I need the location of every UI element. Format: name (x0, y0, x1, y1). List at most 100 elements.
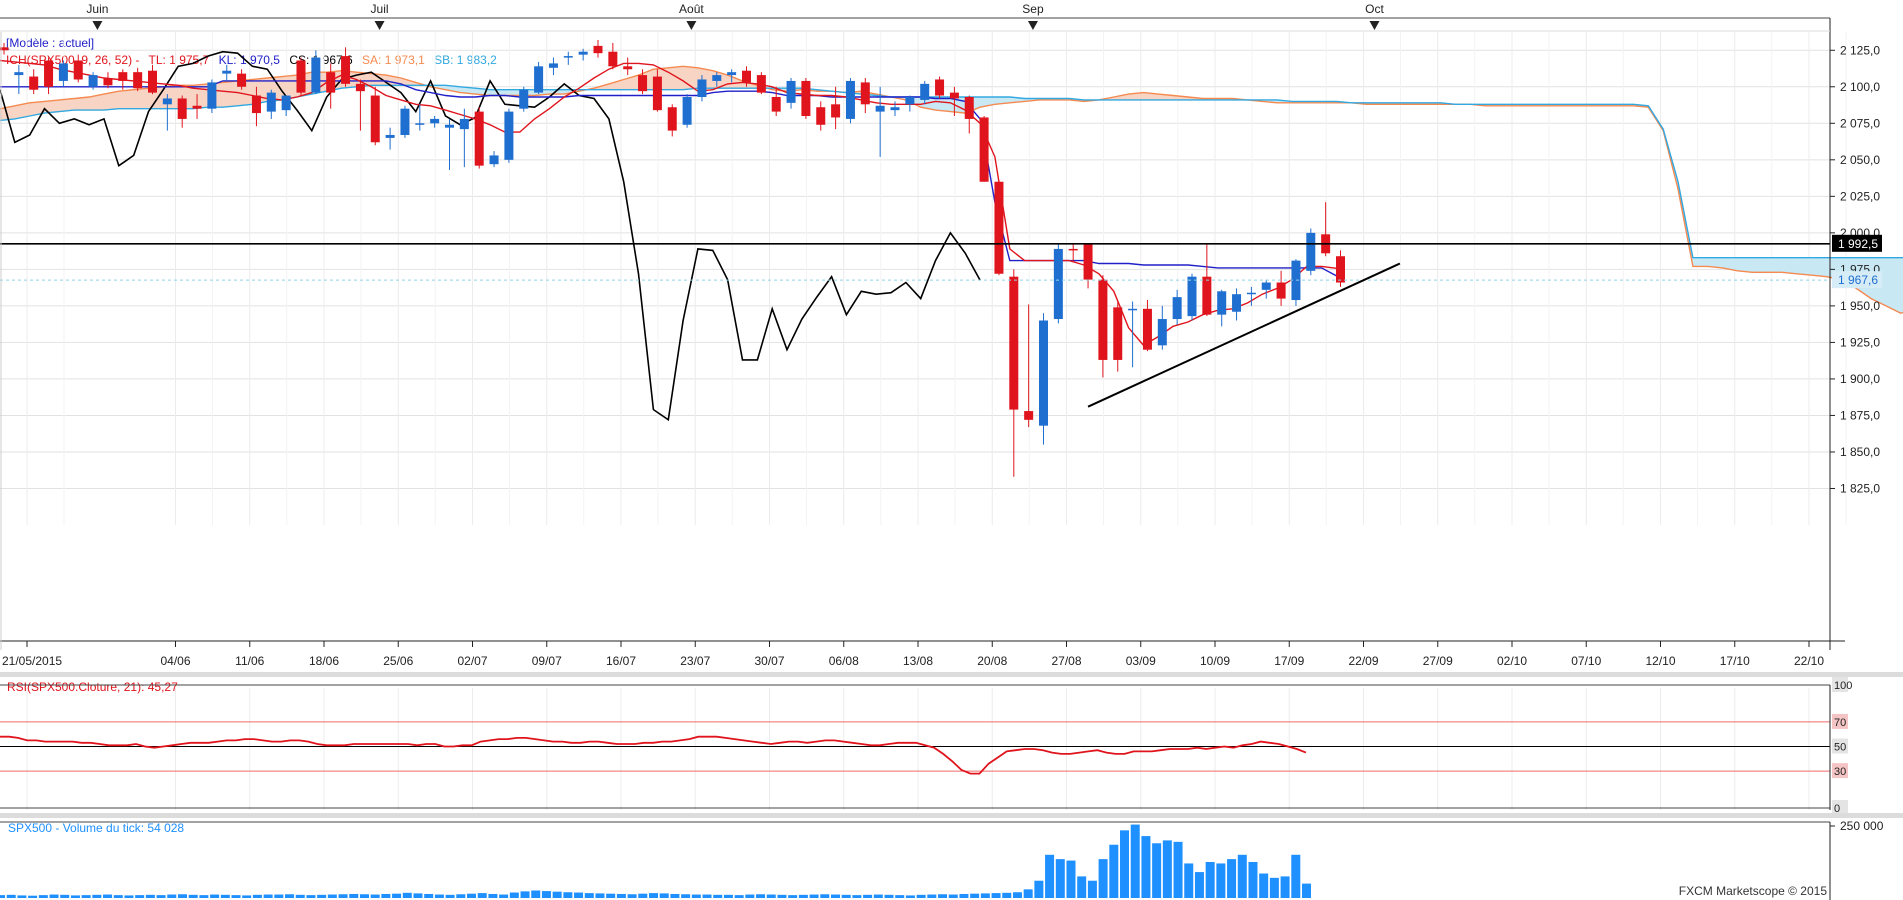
volume-bar (81, 895, 91, 898)
candle-body (994, 181, 1004, 274)
candle-body (742, 70, 751, 83)
volume-bar (70, 895, 80, 898)
candle (1336, 250, 1345, 287)
volume-bar (467, 893, 477, 898)
legend-sb: SB: 1 983,2 (434, 53, 497, 67)
date-label: 11/06 (235, 654, 264, 668)
ichimoku-cloud-segment (1766, 257, 1783, 273)
candle (1232, 288, 1242, 321)
volume-bar (413, 893, 423, 898)
volume-bar (1087, 880, 1097, 898)
volume-bar (638, 893, 648, 898)
candle-body (1039, 320, 1048, 426)
candle (860, 78, 870, 114)
candle (1246, 286, 1256, 306)
candle (148, 64, 157, 95)
volume-bar (1130, 824, 1140, 898)
candle (341, 47, 351, 87)
candle (727, 69, 737, 83)
candle (207, 79, 217, 114)
ichimoku-cloud-segment (1811, 257, 1827, 277)
resistance-price-flag-bg (1832, 234, 1882, 252)
candle-body (73, 60, 83, 80)
candle-body (1024, 411, 1034, 420)
candle (1172, 289, 1182, 325)
volume-bar (681, 894, 691, 898)
date-label: 02/07 (457, 654, 487, 668)
rsi-level-label: 70 (1834, 717, 1846, 729)
candle-body (1217, 291, 1227, 315)
candle (964, 95, 974, 134)
volume-bar (456, 894, 466, 898)
date-label: 21/05/2015 (2, 654, 62, 668)
candle-body (266, 92, 276, 112)
candle-body (1068, 248, 1078, 251)
volume-bar (49, 894, 59, 898)
candle (29, 69, 39, 95)
candle-body (474, 111, 484, 166)
date-label: 20/08 (977, 654, 1007, 668)
volume-bar (702, 894, 712, 898)
candle-body (459, 118, 469, 130)
volume-bar (938, 894, 948, 898)
candle (638, 69, 648, 95)
ichimoku-cloud-segment (1796, 257, 1812, 276)
candle-body (608, 51, 618, 67)
volume-bar (659, 893, 669, 898)
volume-bar (595, 893, 605, 898)
candle-body (1232, 294, 1242, 312)
candles-layer (0, 40, 1345, 477)
date-label: 30/07 (754, 654, 784, 668)
candle (875, 86, 885, 157)
volume-bar (948, 894, 958, 898)
volume-bar (1152, 843, 1162, 898)
candle-body (103, 78, 113, 86)
volume-bar (445, 894, 455, 898)
candle (266, 89, 276, 119)
volume-bar (285, 894, 295, 898)
candle (667, 104, 677, 137)
volume-bar (103, 894, 113, 898)
candle-body (964, 97, 974, 119)
date-label: 13/08 (903, 654, 933, 668)
volume-bar (777, 894, 787, 898)
volume-bar (1248, 862, 1258, 898)
month-marker (1027, 21, 1038, 30)
candle (1024, 304, 1034, 428)
candle (489, 151, 499, 168)
volume-bar (1023, 889, 1033, 898)
candle-body (415, 123, 425, 125)
volume-bar (402, 892, 412, 898)
ichimoku-cloud-segment (1900, 257, 1903, 314)
grid-layer (0, 32, 1847, 810)
candle (44, 57, 54, 95)
candle (311, 50, 321, 95)
candle (756, 72, 766, 95)
volume-bar (135, 895, 145, 898)
candle (1291, 259, 1301, 306)
month-marker (92, 21, 103, 30)
volume-bar (1055, 859, 1065, 898)
legend-sa: SA: 1 973,1 (362, 53, 425, 67)
volume-bar (980, 893, 990, 898)
volume-bar (734, 895, 744, 898)
date-label: 16/07 (606, 654, 636, 668)
candle-body (326, 72, 336, 93)
candle-body (355, 83, 365, 92)
volume-title: SPX500 - Volume du tick: 54 028 (8, 821, 184, 835)
volume-bar (1216, 863, 1226, 898)
price-tick-label: 1 825,0 (1840, 481, 1880, 495)
volume-bar (1184, 863, 1194, 898)
volume-bar (220, 894, 230, 898)
candle-body (1113, 307, 1123, 360)
candle (890, 101, 900, 116)
ichimoku-cloud-segment (1781, 257, 1798, 274)
price-tick-label: 1 900,0 (1840, 372, 1880, 386)
candle-body (816, 107, 826, 125)
candle (1217, 289, 1227, 327)
candle-body (1142, 308, 1152, 350)
volume-bar (38, 895, 48, 898)
price-tick-label: 1 925,0 (1840, 335, 1880, 349)
date-label: 25/06 (383, 654, 413, 668)
date-label: 06/08 (829, 654, 859, 668)
